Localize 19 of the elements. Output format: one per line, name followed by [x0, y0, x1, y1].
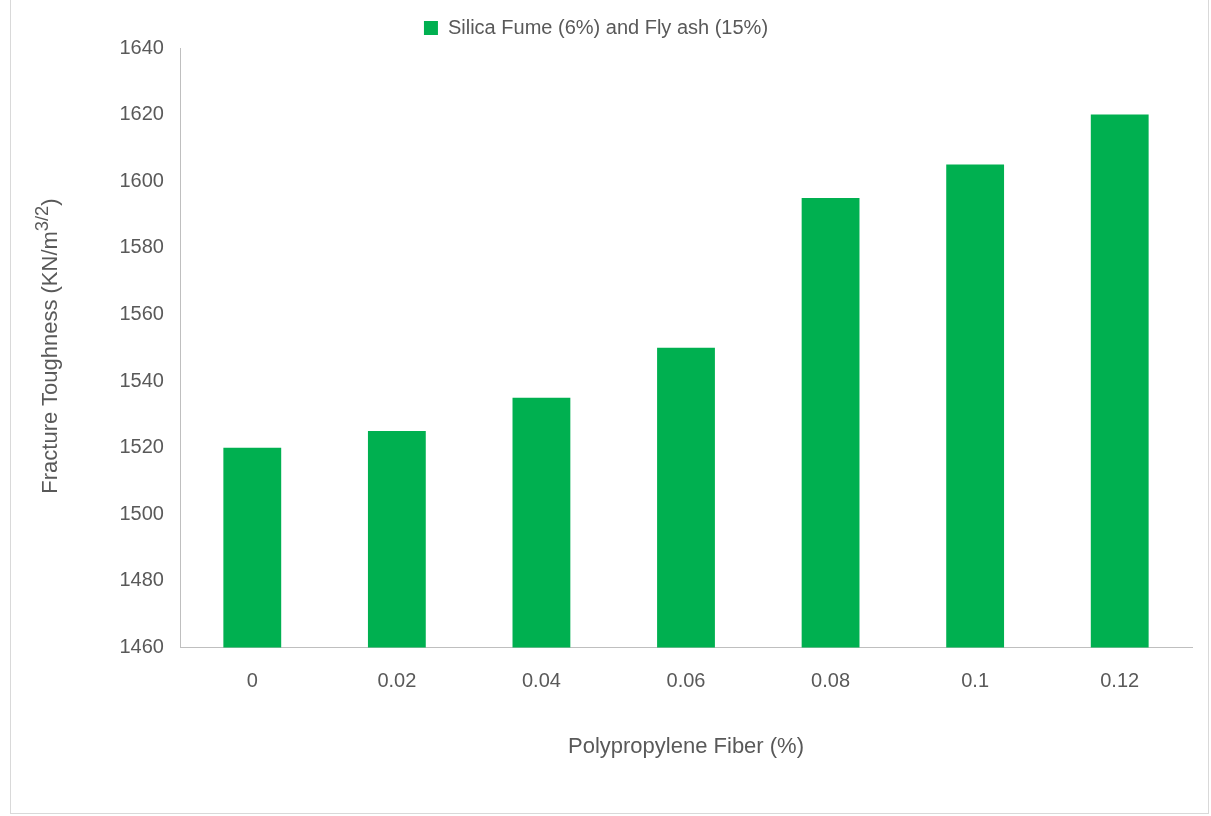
- x-tick-label: 0.02: [377, 669, 417, 692]
- x-axis-title: Polypropylene Fiber (%): [568, 732, 804, 758]
- y-tick-label: 1480: [119, 568, 164, 591]
- y-tick-label: 1600: [119, 168, 164, 191]
- y-tick-label: 1520: [119, 435, 164, 458]
- y-tick-label: 1620: [119, 102, 164, 125]
- y-tick-label: 1540: [119, 368, 164, 391]
- y-tick-label: 1460: [119, 635, 164, 658]
- y-tick-label: 1560: [119, 302, 164, 324]
- x-tick-label: 0.04: [521, 669, 561, 692]
- x-tick-label: 0.08: [811, 669, 851, 692]
- x-tick-label: 0.12: [1100, 669, 1140, 692]
- y-tick-label: 1500: [119, 501, 164, 524]
- y-tick-label: 1640: [119, 35, 164, 58]
- x-tick-label: 0: [246, 669, 258, 692]
- y-tick-label: 1580: [119, 235, 164, 258]
- x-tick-label: 0.1: [961, 669, 990, 692]
- legend-label: Silica Fume (6%) and Fly ash (15%): [447, 15, 769, 38]
- x-tick-label: 0.06: [666, 669, 706, 692]
